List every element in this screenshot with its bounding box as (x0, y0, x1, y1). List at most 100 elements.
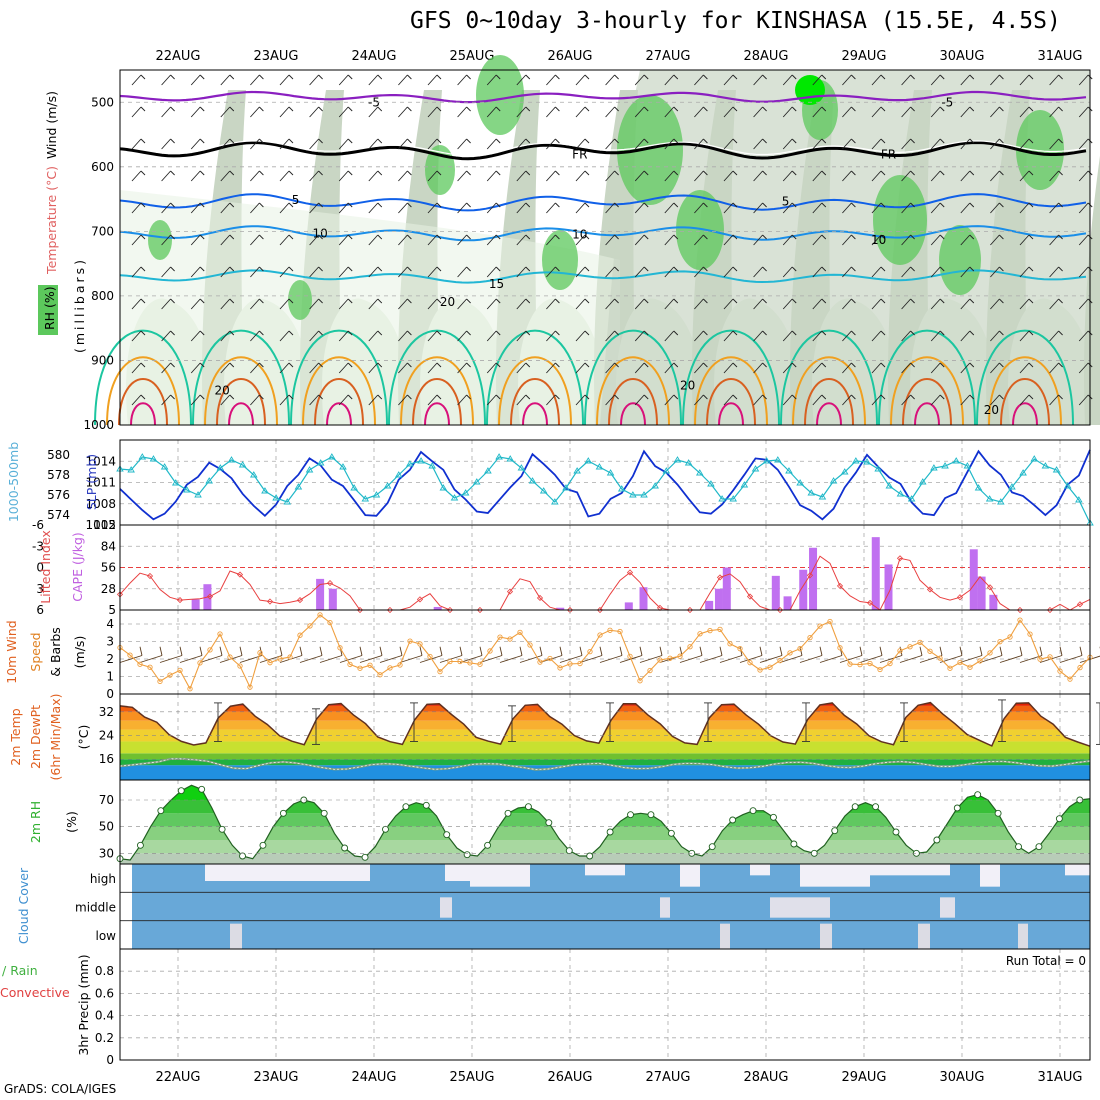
wind-barb (555, 106, 560, 112)
wind-barb (1058, 234, 1063, 240)
li-tick: 6 (36, 603, 44, 617)
wind-barb (753, 170, 763, 182)
wind-barb (466, 362, 471, 368)
cloud-gap-mid (440, 897, 452, 918)
wind-speed-point (677, 653, 683, 659)
wind-barb (880, 170, 886, 176)
wind-barb (347, 362, 353, 368)
wind-barb (427, 298, 438, 310)
wind-barb-10m (719, 655, 743, 663)
thickness-point (774, 456, 782, 463)
wind-barb (939, 106, 945, 112)
wind-barb (190, 202, 201, 214)
wind-barb (279, 202, 290, 214)
wind-barb (664, 362, 675, 374)
wind-barb (901, 138, 911, 150)
wind-barb (575, 266, 586, 278)
wind-speed-point (387, 665, 393, 671)
wind-barb (161, 138, 171, 150)
wind-barb (634, 298, 645, 310)
wind-barb (259, 394, 264, 400)
wind-barb-10m (1039, 646, 1043, 656)
li-tick: -6 (32, 518, 44, 532)
wind-barb (723, 106, 734, 118)
wind-barb (199, 170, 205, 176)
wind-barb (643, 234, 649, 240)
wind-barb (999, 234, 1004, 240)
temp-contour-35 (914, 402, 940, 426)
cape-bar (639, 587, 648, 610)
rh-point (1055, 815, 1063, 823)
thickness-point (1041, 462, 1050, 469)
wind-barb (821, 170, 827, 176)
slp-tick: 1014 (85, 454, 116, 468)
cape-bar (328, 588, 337, 610)
wind-barb (584, 106, 590, 112)
wind-barb (753, 234, 763, 246)
footer-credit: GrADS: COLA/IGES (4, 1082, 117, 1096)
wind-barb (694, 362, 704, 374)
wind-barb (732, 266, 738, 272)
li-point (926, 586, 934, 593)
contour-label: 5 (292, 193, 300, 207)
wind-barb (960, 202, 971, 214)
wind-barb (555, 266, 560, 272)
wind-barb (377, 170, 383, 176)
wind-barb (199, 202, 205, 208)
day-label-top: 23AUG (253, 49, 298, 64)
wind-barb (782, 330, 793, 342)
temp-contour-20 (192, 329, 290, 426)
thickness-point (785, 467, 793, 474)
wind-barb (1049, 74, 1059, 86)
wind-barb (486, 362, 497, 374)
wind-barb (525, 298, 531, 304)
cloud-gap-low (820, 923, 832, 949)
wind-barb (250, 74, 260, 86)
wind-barb (1078, 362, 1089, 374)
wind-speed-point (697, 631, 703, 637)
wind-barb (555, 170, 560, 176)
wind-barb (664, 202, 675, 214)
wind-barb-10m (999, 655, 1023, 663)
wind-barb (347, 106, 353, 112)
rh-point (341, 844, 349, 852)
wind-barb (436, 234, 442, 240)
wind-barb (673, 266, 679, 272)
wind-barb (910, 106, 915, 112)
wind-barb (782, 170, 793, 182)
wind-speed-point (547, 655, 553, 662)
wind-barb-10m (159, 646, 163, 656)
wind-barb (466, 266, 471, 272)
cape-bar (799, 569, 808, 610)
wind-barb (368, 170, 379, 182)
wind-barb (170, 106, 175, 112)
wind-barb (347, 330, 353, 336)
wind-speed-point (247, 684, 253, 690)
wind-barb-10m (499, 646, 503, 656)
wind-speed-point (527, 642, 533, 648)
contour-label: 20 (680, 378, 695, 392)
wind-barb (575, 234, 586, 246)
wind-barb (140, 362, 146, 368)
thickness-point (974, 484, 983, 491)
wind-barb (436, 106, 442, 112)
thickness-point (417, 457, 425, 464)
wind-barb (575, 170, 586, 182)
thickness-point (484, 467, 492, 474)
wind-speed-point (947, 665, 953, 671)
wind-barb (486, 394, 497, 406)
wind-barb (605, 202, 615, 214)
wind-barb (673, 234, 679, 240)
cloud-gap-mid (940, 897, 955, 918)
wind-barb (960, 74, 971, 86)
wind-barb (259, 202, 264, 208)
wind-barb (791, 234, 797, 240)
wind-barb (930, 202, 941, 214)
cloud-gap-high (445, 864, 470, 881)
wind-barb (999, 106, 1004, 112)
wind-barb (1019, 170, 1030, 182)
wind-barb (220, 330, 231, 342)
wind-barb (457, 138, 467, 150)
wind-barb (753, 74, 763, 86)
pressure-tick: 700 (91, 224, 114, 238)
